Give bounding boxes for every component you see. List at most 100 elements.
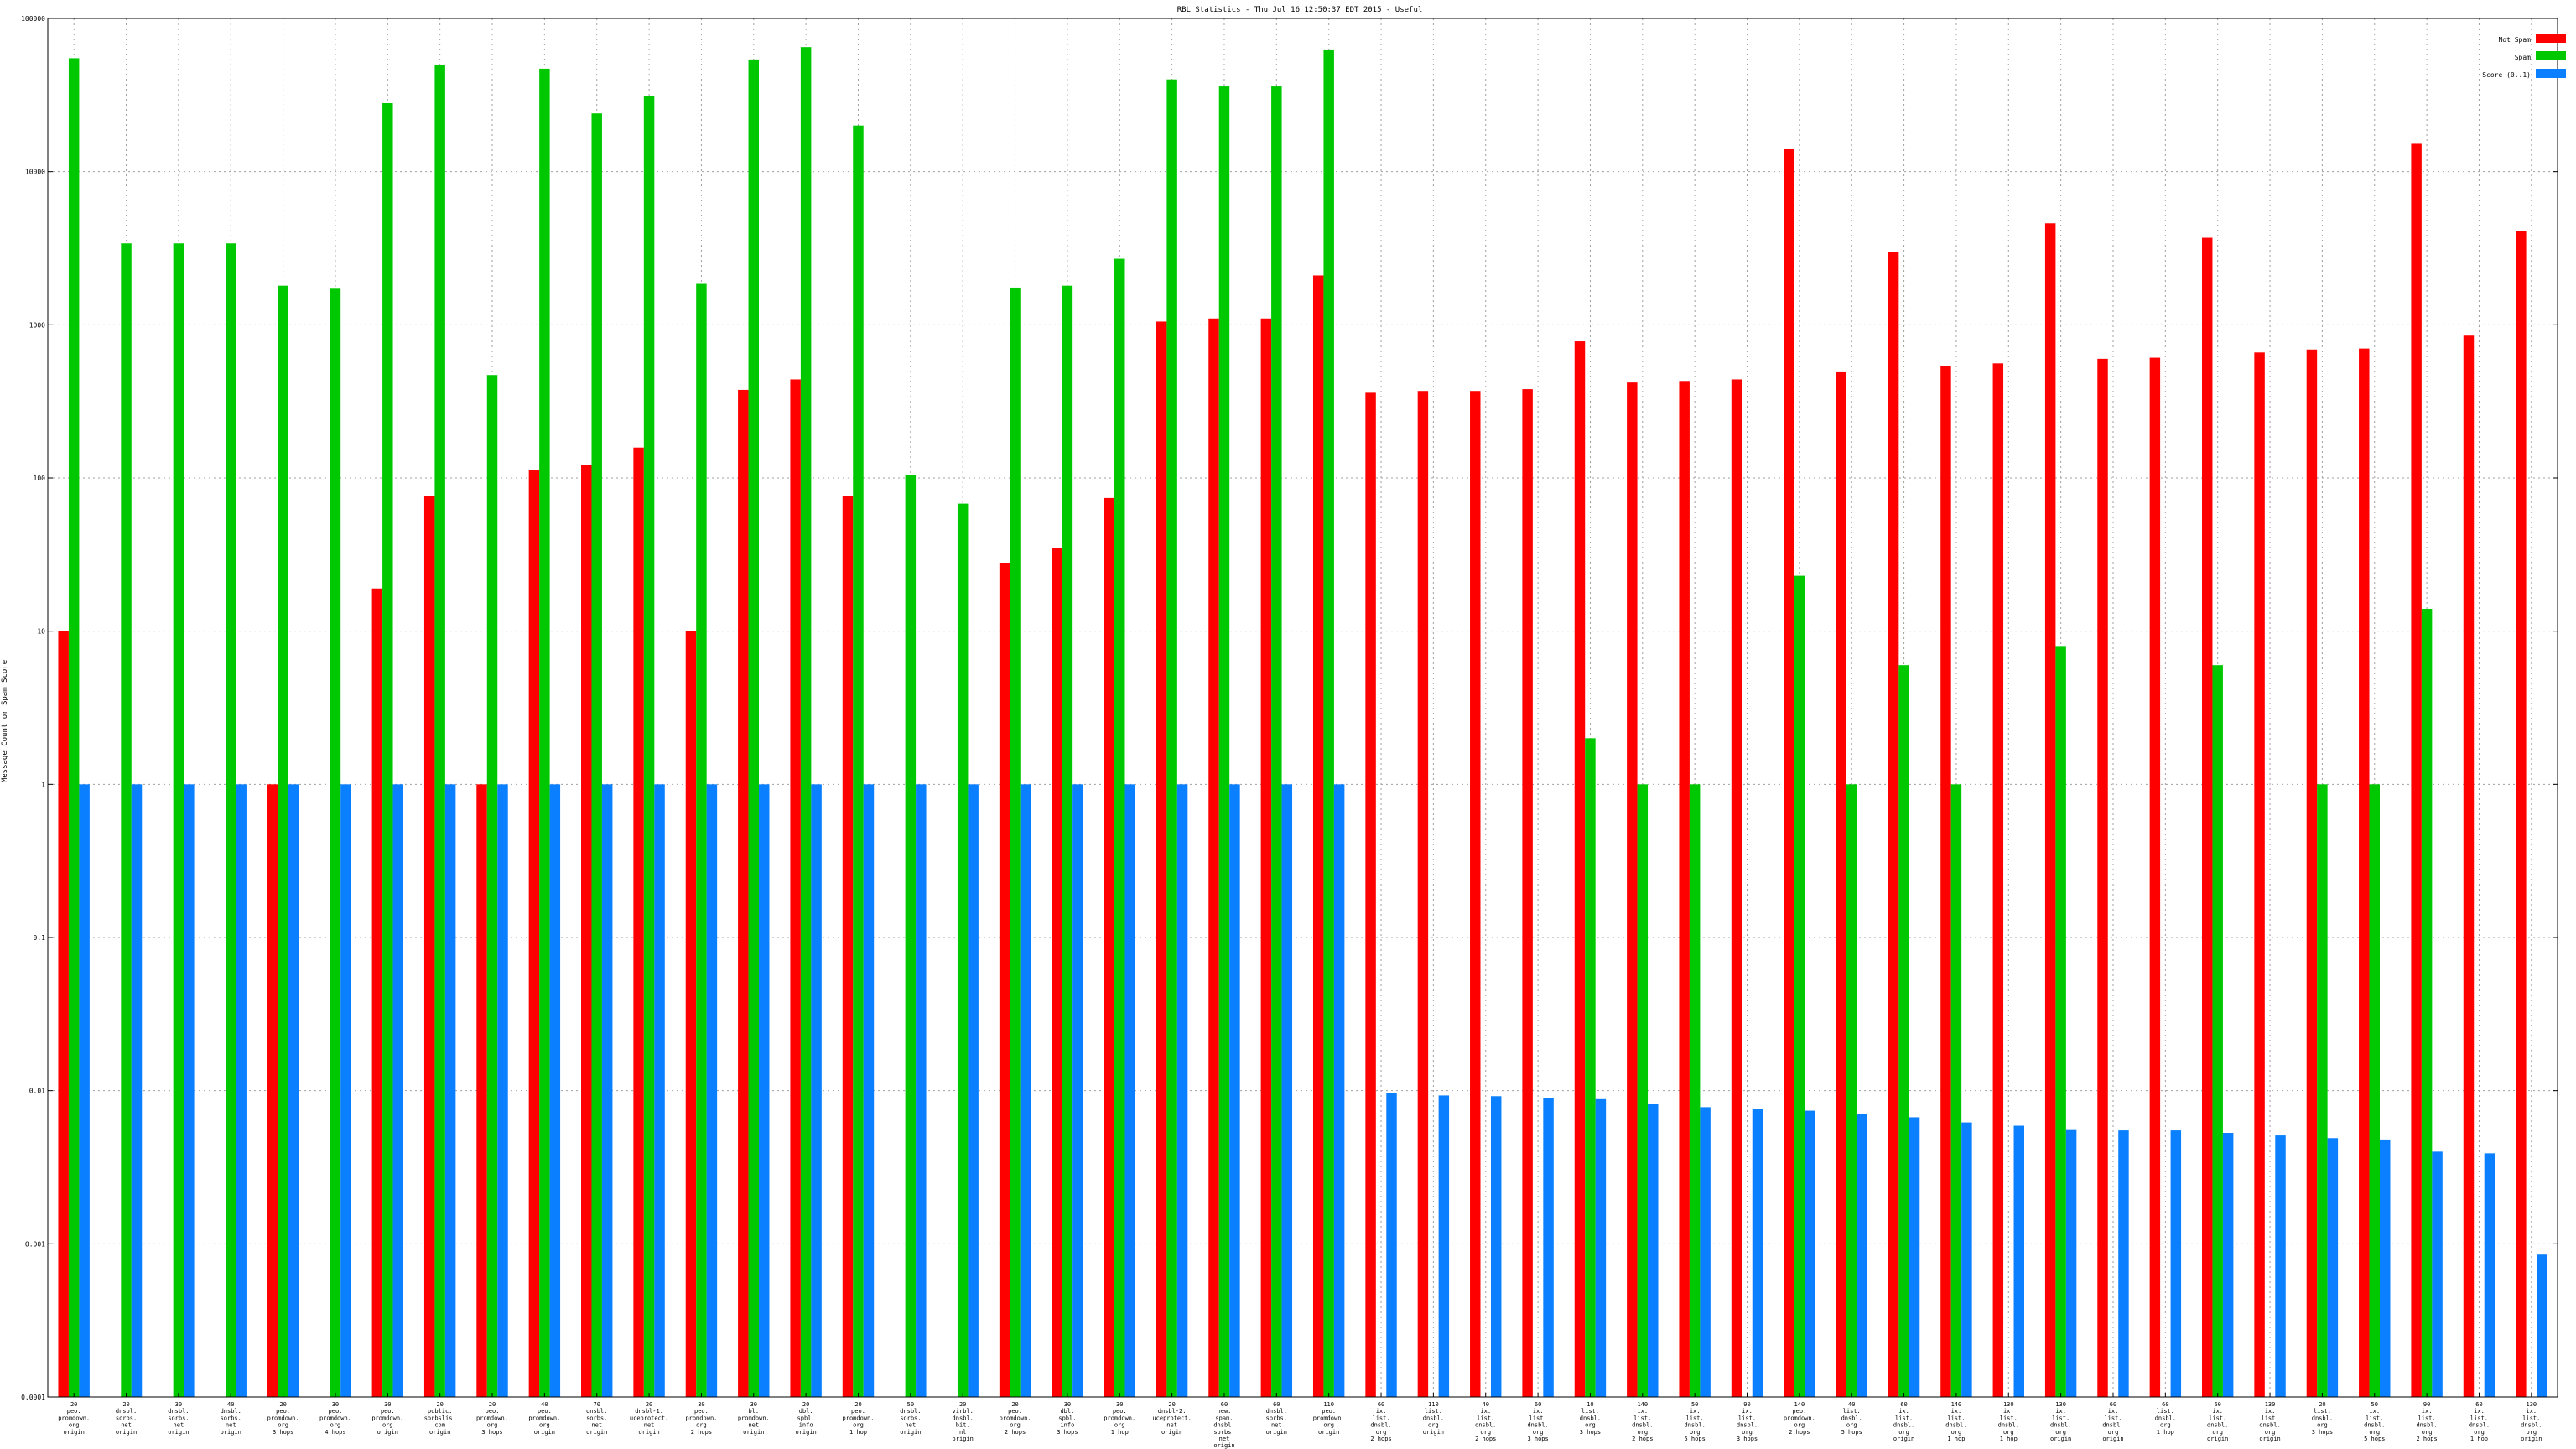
score-bar (811, 784, 822, 1397)
x-tick-label-line: org (2160, 1422, 2171, 1429)
x-tick-label-line: org (539, 1422, 550, 1429)
score-bar (706, 784, 718, 1397)
x-tick-label-line: org (1533, 1429, 1544, 1436)
x-tick-label-line: list. (1581, 1408, 1599, 1415)
x-tick-label: 20 peo. promdown. org 1 hop (843, 1401, 875, 1436)
x-tick-label: 140 ix. list. dnsbl. org 1 hop (1945, 1401, 1966, 1442)
x-tick-label-line: 110 (1323, 1401, 1334, 1408)
x-tick-label-line: list. (2052, 1415, 2070, 1421)
score-bar (340, 784, 351, 1397)
score-bar (1857, 1114, 1867, 1397)
x-tick-label-line: 20 (279, 1401, 286, 1408)
score-bar (236, 784, 247, 1397)
score-bar (1700, 1107, 1711, 1397)
not-spam-bar (633, 447, 644, 1398)
x-tick-label-line: org (382, 1422, 393, 1429)
x-tick-label-line: 10 (1587, 1401, 1593, 1408)
not-spam-bar (1574, 341, 1586, 1397)
score-bar (916, 784, 927, 1397)
x-tick-label-line: 1 hop (1947, 1436, 1965, 1442)
x-tick-label-line: origin (2521, 1436, 2542, 1442)
x-tick-label-line: dnsbl. (2521, 1422, 2542, 1429)
x-tick-label-line: 60 (2110, 1401, 2116, 1408)
x-tick-label-line: 2 hops (1370, 1436, 1391, 1442)
x-tick-label: 60 ix. list. dnsbl. org origin (1893, 1401, 1914, 1442)
x-tick-label-line: dnsbl. (1632, 1422, 1653, 1429)
x-tick-label-line: peo. (329, 1408, 343, 1415)
x-tick-label-line: org (1428, 1422, 1439, 1429)
spam-bar (1898, 665, 1909, 1397)
x-tick-label-line: list. (2104, 1415, 2122, 1421)
not-spam-bar (1365, 392, 1376, 1397)
score-bar (444, 784, 456, 1397)
x-tick-label: 40 peo. promdown. org origin (528, 1401, 560, 1436)
x-tick-label: 40 dnsbl. sorbs. net origin (221, 1401, 242, 1436)
x-tick-label-line: list. (2262, 1415, 2279, 1421)
x-tick-label: 60 ix. list. dnsbl. org 3 hops (1527, 1401, 1548, 1442)
x-tick-label-line: 130 (2265, 1401, 2276, 1408)
x-tick-label-line: net (1166, 1422, 1177, 1429)
x-tick-label-line: origin (168, 1429, 189, 1436)
x-tick-label: 30 peo. promdown. org 1 hop (1104, 1401, 1135, 1436)
x-tick-label-line: ix. (1480, 1408, 1491, 1415)
spam-bar (173, 243, 184, 1397)
x-tick-label-line: 20 (854, 1401, 861, 1408)
x-tick-label-line: list. (1843, 1408, 1861, 1415)
x-tick-label-line: 3 hops (1580, 1429, 1601, 1436)
x-tick-label-line: org (1690, 1429, 1701, 1436)
x-tick-label-line: 60 (1221, 1401, 1228, 1408)
x-tick-label-line: 1 hop (1111, 1429, 1129, 1436)
x-tick-label-line: 3 hops (1527, 1436, 1548, 1442)
x-tick-label: 40 list. dnsbl. org 5 hops (1841, 1401, 1862, 1436)
x-tick-label: 20 peo. promdown. org origin (58, 1401, 90, 1436)
x-tick-label-line: bit. (956, 1422, 970, 1429)
y-ticks: 0.0001 0.001 0.01 0.1 1 10 100 1000 10000 100000 (21, 15, 2558, 1401)
x-tick-label-line: org (1480, 1429, 1491, 1436)
x-tick-label-line: dnsbl. (1945, 1422, 1966, 1429)
x-tick-label: 70 dnsbl. sorbs. net origin (586, 1401, 607, 1436)
x-tick-label-line: 60 (2214, 1401, 2220, 1408)
x-tick-label-line: promdown. (371, 1415, 403, 1421)
x-tick-label-line: ix. (2422, 1408, 2433, 1415)
not-spam-bar (1940, 366, 1951, 1398)
x-tick-label-line: dnsbl. (2259, 1422, 2280, 1429)
x-tick-label-line: 30 (384, 1401, 391, 1408)
x-tick-label-line: dnsbl. (1370, 1422, 1391, 1429)
x-tick-label-line: org (278, 1422, 288, 1429)
x-tick-label-line: 2 hops (1005, 1429, 1026, 1436)
not-spam-bar (2516, 231, 2527, 1397)
x-tick-label-line: 110 (1428, 1401, 1439, 1408)
x-tick-label-line: ix. (2265, 1408, 2276, 1415)
x-tick-label-line: 90 (2423, 1401, 2430, 1408)
x-tick-label-line: list. (1895, 1415, 1913, 1421)
x-tick-label: 60 dnsbl. sorbs. net origin (1266, 1401, 1287, 1436)
not-spam-bar (1104, 497, 1115, 1397)
spam-bar (1010, 287, 1021, 1398)
not-spam-bar (1679, 381, 1690, 1397)
score-bar (2222, 1133, 2234, 1397)
x-tick-label-line: org (1637, 1429, 1648, 1436)
score-bar (1961, 1122, 1972, 1397)
x-tick-label-line: promdown. (1000, 1415, 1031, 1421)
not-spam-bar (1836, 371, 1846, 1397)
score-bar (1281, 784, 1293, 1397)
x-tick-label: 130 ix. list. dnsbl. org origin (2259, 1401, 2280, 1442)
x-tick-label-line: 60 (2162, 1401, 2168, 1408)
x-tick-label-line: sorbs. (586, 1415, 607, 1421)
not-spam-bar (58, 631, 69, 1397)
score-bar (288, 784, 299, 1397)
x-tick-label-line: promdown. (1313, 1415, 1345, 1421)
x-tick-label-line: net (748, 1422, 759, 1429)
x-tick-label-line: org (330, 1422, 341, 1429)
score-bar (1909, 1117, 1920, 1397)
score-bar (1386, 1093, 1397, 1397)
spam-bar (1950, 784, 1962, 1397)
x-tick-label-line: sorbs. (1213, 1429, 1234, 1436)
x-tick-label: 30 peo. promdown. org origin (371, 1401, 403, 1436)
spam-bar (2369, 784, 2380, 1397)
x-tick-label-line: origin (953, 1436, 974, 1442)
score-bar (497, 784, 508, 1397)
x-tick-label-line: net (226, 1422, 236, 1429)
x-tick-label-line: origin (2050, 1436, 2071, 1442)
